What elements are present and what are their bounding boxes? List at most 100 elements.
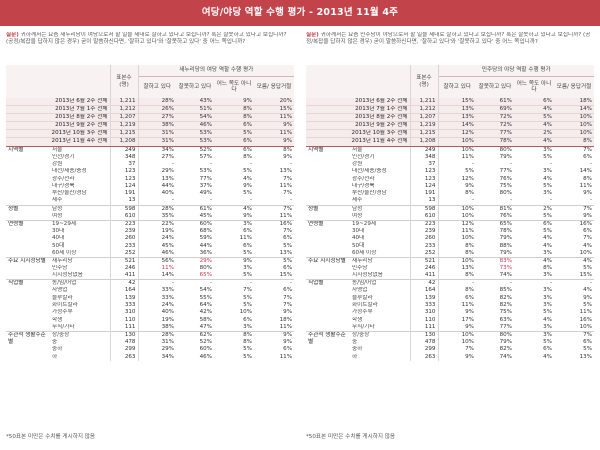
page-title: 여당/야당 역할 수행 평가 - 2013년 11월 4주 bbox=[0, 0, 600, 26]
percent-cell: 53% bbox=[176, 137, 214, 147]
percent-cell: 3% bbox=[514, 330, 554, 340]
percent-cell: 80% bbox=[199, 264, 212, 271]
percent-cell: 42% bbox=[199, 309, 212, 316]
results-table: 표본수 (명) 새누리당의 여당 역할 수행 평가 잘하고 있다 잘못하고 있다… bbox=[6, 65, 295, 361]
subgroup-label: 60세 이상 bbox=[52, 249, 77, 256]
sample-size: 130 bbox=[409, 330, 438, 340]
percent-cell: 11% bbox=[239, 235, 252, 242]
subgroup-label: 대구/경북 bbox=[52, 182, 75, 189]
subgroup-label: 제주 bbox=[52, 197, 63, 204]
percent-cell: 12% bbox=[437, 129, 476, 139]
percent-cell: 27% bbox=[137, 153, 176, 161]
percent-cell: - bbox=[137, 279, 176, 288]
percent-cell: 72% bbox=[476, 113, 514, 123]
percent-cell: 74% bbox=[499, 272, 512, 279]
percent-cell: 58% bbox=[199, 316, 212, 323]
percent-cell: 28% bbox=[137, 204, 176, 213]
table-row: 대전/세종/충청 123 29% 53% 5% 13% bbox=[6, 168, 294, 176]
header-col: 모름/ 응답거절 bbox=[554, 75, 594, 98]
percent-cell: 6% bbox=[583, 153, 592, 160]
percent-cell: 80% bbox=[476, 330, 514, 340]
sample-size: 478 bbox=[109, 339, 138, 347]
percent-cell: 10% bbox=[554, 129, 594, 139]
percent-cell: 6% bbox=[583, 227, 592, 234]
subgroup-label: 블루칼라 bbox=[352, 294, 373, 301]
percent-cell: 9% bbox=[283, 339, 293, 346]
table-row: 여성 610 10% 76% 5% 9% bbox=[306, 212, 594, 221]
percent-cell: 11% bbox=[254, 113, 295, 123]
sample-size: 1,208 bbox=[409, 137, 438, 147]
percent-cell: 5% bbox=[214, 129, 254, 139]
table-row: 50대 233 45% 44% 6% 5% bbox=[6, 242, 294, 250]
table-row: 대구/경북 124 44% 37% 9% 11% bbox=[6, 182, 294, 191]
percent-cell: 4% bbox=[214, 204, 254, 213]
table-row: 민주당 246 13% 73% 8% 5% bbox=[306, 264, 594, 273]
sample-size: 13 bbox=[109, 197, 138, 206]
percent-cell: - bbox=[437, 160, 476, 169]
table-row: 지지정당없음 411 8% 74% 3% 15% bbox=[306, 272, 594, 280]
subgroup-label: 대구/경북 bbox=[352, 182, 375, 189]
percent-cell: 9% bbox=[254, 121, 295, 131]
percent-cell: 82% bbox=[499, 294, 512, 301]
percent-cell: 5% bbox=[543, 309, 552, 316]
percent-cell: 8% bbox=[583, 175, 592, 182]
sample-size: 333 bbox=[409, 301, 438, 310]
sample-size: 310 bbox=[109, 309, 138, 317]
group-label: 직업별 bbox=[306, 279, 350, 332]
table-row: 직업별 농/임/어업 42- - - - bbox=[306, 279, 594, 332]
percent-cell: 10% bbox=[437, 330, 476, 340]
percent-cell: 19% bbox=[137, 316, 176, 324]
percent-cell: - bbox=[589, 161, 592, 168]
sample-size: 1,212 bbox=[409, 105, 438, 115]
table-row: 지역별 서울 249 10% 80% 3% 7% bbox=[306, 145, 594, 206]
table-row: 60세 이상 252 8% 79% 3% 10% bbox=[306, 249, 594, 258]
table-row: 50대 233 8% 88% 4% 4% bbox=[306, 242, 594, 250]
percent-cell: 9% bbox=[437, 323, 476, 332]
sample-size: 598 bbox=[109, 204, 138, 213]
percent-cell: 11% bbox=[279, 353, 293, 360]
subgroup-label: 부산/울산/경남 bbox=[52, 190, 87, 197]
table-row: 강원 37- - - - bbox=[6, 160, 294, 169]
percent-cell: 14% bbox=[137, 272, 176, 280]
subgroup-label: 화이트칼라 bbox=[52, 302, 78, 309]
percent-cell: 8% bbox=[437, 242, 476, 250]
percent-cell: 10% bbox=[579, 323, 592, 330]
table-row: 30대 239 19% 68% 6% 7% bbox=[6, 227, 294, 236]
sample-size: 598 bbox=[409, 204, 438, 213]
sample-size: 37 bbox=[409, 160, 438, 169]
sample-size: 299 bbox=[109, 346, 138, 354]
percent-cell: 16% bbox=[254, 219, 295, 228]
left-panel-new-saenuri: 질문) 귀하께서는 요즘 새누리당이 여당으로서 할 일을 제대로 잘하고 있다… bbox=[6, 32, 295, 442]
percent-cell: 20% bbox=[254, 98, 295, 107]
percent-cell: 29% bbox=[137, 168, 176, 176]
percent-cell: - bbox=[214, 279, 254, 288]
percent-cell: 6% bbox=[243, 316, 252, 323]
percent-cell: 12% bbox=[437, 219, 476, 228]
table-row: 광주/전라 123 13% 77% 4% 7% bbox=[6, 175, 294, 183]
percent-cell: 29% bbox=[176, 256, 214, 265]
subgroup-label: 50대 bbox=[352, 242, 365, 249]
percent-cell: 8% bbox=[214, 330, 254, 340]
percent-cell: - bbox=[289, 161, 293, 168]
percent-cell: 17% bbox=[437, 316, 476, 324]
sample-size: 252 bbox=[409, 249, 438, 258]
subgroup-label: 지지정당없음 bbox=[52, 272, 83, 279]
subgroup-label: 새누리당 bbox=[50, 256, 110, 265]
sample-size: 123 bbox=[409, 168, 438, 176]
table-row: 40대 260 24% 59% 11% 6% bbox=[6, 235, 294, 243]
sample-size: 164 bbox=[109, 287, 138, 295]
percent-cell: 77% bbox=[199, 175, 212, 182]
percent-cell: 5% bbox=[583, 302, 592, 309]
sample-size: 164 bbox=[409, 287, 438, 295]
percent-cell: - bbox=[137, 160, 176, 169]
table-row: 부산/울산/경남 191 40% 49% 5% 7% bbox=[6, 190, 294, 198]
subgroup-label: 하 bbox=[352, 353, 358, 360]
percent-cell: 80% bbox=[499, 190, 512, 197]
subgroup-label: 광주/전라 bbox=[352, 175, 375, 182]
sample-size: 124 bbox=[409, 182, 438, 191]
percent-cell: 9% bbox=[243, 212, 252, 219]
table-row: 무직/기타 111 9% 77% 3% 10% bbox=[306, 323, 594, 332]
sample-size: 130 bbox=[109, 330, 138, 340]
percent-cell: 75% bbox=[499, 309, 512, 316]
percent-cell: 8% bbox=[437, 249, 476, 258]
